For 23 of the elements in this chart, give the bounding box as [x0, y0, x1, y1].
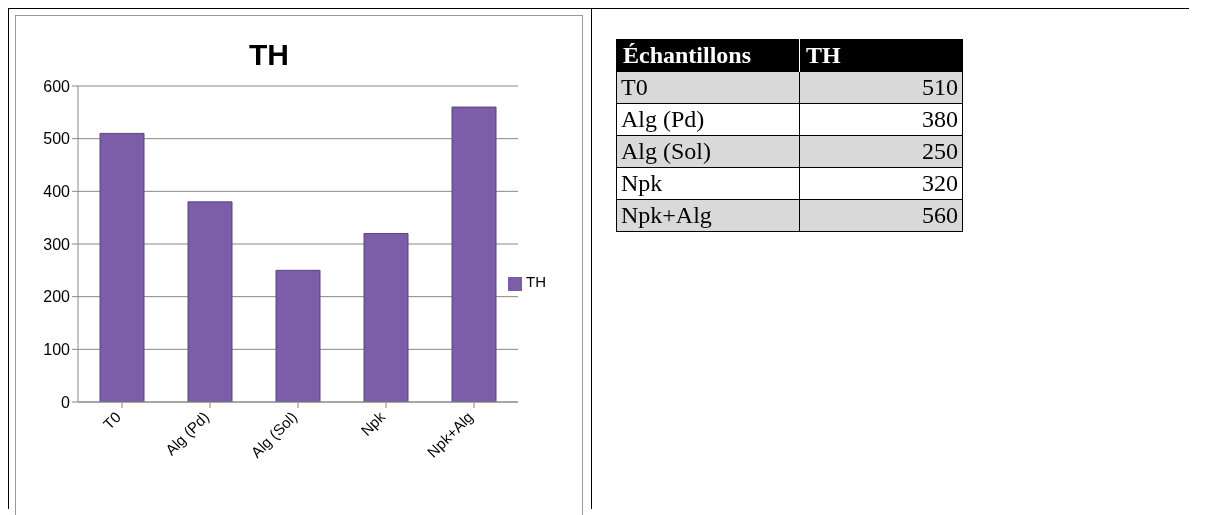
- y-tick-label: 0: [61, 393, 71, 411]
- x-tick-label: Npk: [357, 407, 389, 439]
- y-tick-label: 100: [43, 341, 71, 359]
- y-tick-label: 400: [43, 183, 71, 201]
- table-header: Échantillons TH: [616, 39, 963, 72]
- data-label: 560: [799, 199, 963, 232]
- category-label: Npk+Alg: [616, 199, 800, 232]
- data-label: 320: [799, 167, 963, 200]
- y-tick-label: 300: [43, 235, 71, 253]
- legend-label: TH: [805, 41, 842, 70]
- data-label: 380: [799, 103, 963, 136]
- y-tick-label: 500: [43, 130, 71, 148]
- x-tick-label: T0: [99, 408, 125, 433]
- data-label: 510: [799, 71, 963, 104]
- category-label: Alg (Sol): [616, 135, 800, 168]
- legend-label: TH: [526, 273, 546, 291]
- category-label: T0: [616, 71, 800, 104]
- category-label: Alg (Pd): [616, 103, 800, 136]
- data-label: 250: [799, 135, 963, 168]
- y-tick-label: 200: [43, 288, 71, 306]
- y-tick-label: 600: [43, 77, 71, 95]
- category-label: Npk: [616, 167, 800, 200]
- chart-title: TH: [248, 38, 290, 72]
